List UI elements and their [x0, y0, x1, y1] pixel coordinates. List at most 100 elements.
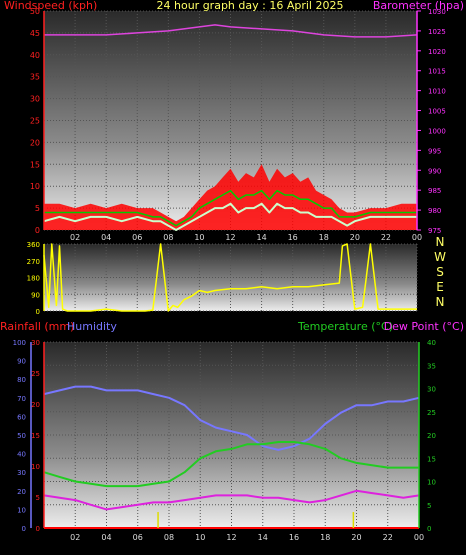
dewpoint-axis-label: Dew Point (°C)	[384, 320, 464, 333]
humidity-y-tick: 100	[13, 339, 26, 347]
compass-n-label: N	[436, 235, 445, 249]
temp-x-tick: 14	[258, 533, 268, 542]
humidity-y-tick: 10	[17, 506, 26, 514]
wind-y-tick: 35	[30, 73, 40, 82]
baro-y-tick: 980	[428, 207, 441, 215]
baro-y-tick: 1020	[428, 48, 446, 56]
temp-x-tick: 10	[195, 533, 205, 542]
wind-speed-line	[43, 202, 417, 231]
temp-x-tick: 00	[414, 533, 424, 542]
wind-y-tick: 10	[30, 182, 40, 191]
wind-x-tick: 08	[163, 233, 173, 242]
temp-y-tick: 40	[427, 339, 436, 347]
temp-y-tick: 25	[427, 409, 436, 417]
temp-y-tick: 20	[427, 432, 436, 440]
temp-series	[43, 385, 420, 529]
temp-y-tick: 10	[427, 479, 436, 487]
wind-y-tick: 25	[30, 117, 40, 126]
temp-y-tick: 5	[427, 502, 431, 510]
temp-x-ticks: 02 04 06 08 10 12 14 16 18 20 22 00	[70, 533, 424, 542]
compass-s-label: S	[436, 265, 444, 279]
dewpoint-line	[43, 489, 420, 511]
direction-series	[43, 243, 417, 312]
compass-n-label: N	[436, 295, 445, 309]
temp-y-ticks: 0 5 10 15 20 25 30 35 40	[427, 339, 436, 533]
rain-axis-label: Rainfall (mm)	[0, 320, 74, 333]
humidity-y-tick: 0	[22, 525, 26, 533]
baro-y-tick: 1010	[428, 88, 446, 96]
temp-x-tick: 22	[383, 533, 393, 542]
wind-y-tick: 45	[30, 29, 40, 38]
wind-x-tick: 00	[412, 233, 422, 242]
direction-grid	[44, 243, 418, 312]
humidity-y-ticks: 0 10 20 30 40 50 60 70 80 90 100	[13, 339, 26, 533]
baro-y-tick: 1000	[428, 127, 446, 135]
wind-x-tick: 06	[132, 233, 142, 242]
temp-panel: 0 10 20 30 40 50 60 70 80 90 100 0 5 10 15 20 25 30 0 5 10…	[0, 320, 464, 542]
baro-y-tick: 990	[428, 167, 441, 175]
wind-x-tick: 12	[225, 233, 235, 242]
wind-y-tick: 30	[30, 95, 40, 104]
direction-y-tick: 0	[36, 308, 40, 316]
humidity-y-tick: 70	[17, 395, 26, 403]
temp-x-tick: 04	[101, 533, 111, 542]
baro-y-ticks: 975 980 985 990 995 1000 1005 1010 1015 1020 1025 1…	[428, 8, 446, 235]
wind-x-tick: 18	[319, 233, 329, 242]
wind-x-tick: 22	[381, 233, 391, 242]
wind-axis-label: Windspeed (kph)	[4, 0, 97, 12]
temp-x-tick: 12	[226, 533, 236, 542]
wind-x-tick: 10	[194, 233, 204, 242]
baro-y-tick: 985	[428, 187, 441, 195]
humidity-y-tick: 60	[17, 413, 26, 421]
temp-x-tick: 18	[320, 533, 330, 542]
rain-y-tick: 30	[31, 339, 40, 347]
rain-y-tick: 15	[31, 432, 40, 440]
wind-average-line	[44, 189, 417, 227]
wind-x-tick: 20	[350, 233, 360, 242]
rain-y-tick: 0	[36, 525, 40, 533]
baro-y-tick: 1025	[428, 28, 446, 36]
wind-x-tick: 14	[256, 233, 266, 242]
direction-y-tick: 180	[27, 275, 40, 283]
wind-x-tick: 04	[101, 233, 111, 242]
compass-w-label: W	[434, 250, 446, 264]
baro-y-tick: 1030	[428, 8, 446, 16]
humidity-y-tick: 30	[17, 469, 26, 477]
direction-y-tick: 360	[27, 241, 40, 249]
temperature-line	[43, 441, 419, 488]
humidity-axis-label: Humidity	[67, 320, 117, 333]
direction-y-tick: 90	[31, 291, 40, 299]
baro-y-tick: 995	[428, 147, 441, 155]
rain-y-tick: 25	[31, 370, 40, 378]
wind-y-tick: 50	[30, 7, 40, 16]
temp-x-tick: 08	[164, 533, 174, 542]
temp-x-tick: 02	[70, 533, 80, 542]
wind-y-tick: 20	[30, 138, 40, 147]
baro-axis-label: Barometer (hpa)	[373, 0, 464, 12]
temp-x-tick: 20	[351, 533, 361, 542]
wind-y-tick: 5	[35, 204, 40, 213]
compass-e-label: E	[436, 280, 444, 294]
wind-gust-area	[44, 164, 417, 230]
wind-y-tick: 0	[35, 226, 40, 235]
baro-y-tick: 1005	[428, 108, 446, 116]
rain-y-tick: 10	[31, 463, 40, 471]
humidity-y-tick: 40	[17, 451, 26, 459]
rain-y-ticks: 0 5 10 15 20 25 30	[31, 339, 40, 533]
humidity-y-tick: 50	[17, 432, 26, 440]
wind-x-tick: 02	[70, 233, 80, 242]
humidity-line	[43, 385, 420, 451]
temp-x-tick: 06	[133, 533, 143, 542]
wind-y-tick: 15	[30, 160, 40, 169]
baro-y-tick: 975	[428, 227, 441, 235]
humidity-y-tick: 20	[17, 488, 26, 496]
temp-y-tick: 0	[427, 525, 431, 533]
wind-y-ticks: 0 5 10 15 20 25 30 35 40 45 50	[30, 7, 40, 235]
temp-axis-label: Temperature (°C)	[297, 320, 393, 333]
temp-y-tick: 30	[427, 386, 436, 394]
wind-x-tick: 16	[288, 233, 298, 242]
humidity-y-tick: 90	[17, 358, 26, 366]
